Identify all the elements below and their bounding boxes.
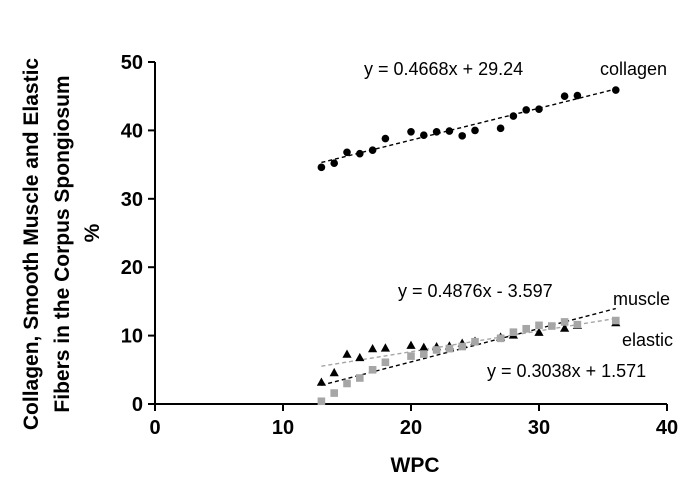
elastic-data-point	[445, 344, 454, 353]
collagen-data-point	[407, 127, 415, 136]
collagen-data-point	[471, 126, 479, 135]
collagen-data-point	[317, 163, 326, 172]
muscle-data-point	[406, 340, 416, 349]
collagen-data-point	[330, 159, 339, 168]
elastic-series-label: elastic	[622, 330, 673, 350]
collagen-data-point	[368, 146, 377, 155]
collagen-data-point	[612, 86, 620, 94]
points-layer	[316, 86, 621, 406]
muscle-data-point	[534, 327, 544, 336]
elastic-data-point	[317, 397, 326, 406]
collagen-data-point	[445, 127, 454, 135]
muscle-data-point	[316, 377, 326, 386]
x-tick-label: 0	[149, 417, 160, 439]
collagen-data-point	[496, 124, 505, 133]
axes-layer: 0 10 20 30 40 0 10 20 30 40 50	[121, 52, 678, 439]
muscle-equation-label: y = 0.4876x - 3.597	[398, 281, 553, 301]
elastic-data-point	[381, 358, 390, 367]
muscle-data-point	[380, 343, 390, 352]
collagen-fit-line	[321, 88, 616, 164]
muscle-data-point	[342, 349, 352, 358]
collagen-data-point	[458, 132, 467, 140]
elastic-data-point	[560, 318, 569, 326]
muscle-data-point	[419, 342, 429, 351]
x-tick-label: 20	[400, 417, 422, 439]
y-tick-label: 10	[121, 326, 143, 348]
collagen-data-point	[535, 105, 543, 113]
annotations-layer: y = 0.4668x + 29.24 collagen y = 0.4876x -…	[364, 59, 673, 381]
elastic-data-point	[573, 320, 582, 329]
muscle-data-point	[329, 367, 339, 377]
collagen-data-point	[522, 106, 530, 114]
x-tick-label: 30	[528, 417, 550, 439]
elastic-data-point	[522, 324, 530, 333]
collagen-data-point	[381, 134, 390, 143]
elastic-data-point	[343, 379, 351, 388]
elastic-data-point	[356, 374, 364, 382]
elastic-equation-label: y = 0.3038x + 1.571	[487, 361, 646, 381]
y-tick-label: 20	[121, 257, 143, 279]
elastic-data-point	[368, 366, 377, 374]
y-tick-label: 50	[121, 52, 143, 74]
muscle-series-label: muscle	[613, 289, 670, 309]
y-axis-title-line1: Collagen, Smooth Muscle and Elastic	[20, 58, 43, 431]
collagen-series-label: collagen	[600, 59, 667, 79]
x-axis-title: WPC	[391, 454, 440, 477]
elastic-data-point	[458, 342, 466, 351]
elastic-data-point	[407, 352, 415, 360]
x-tick-label: 40	[656, 417, 678, 439]
elastic-data-point	[612, 316, 620, 325]
collagen-equation-label: y = 0.4668x + 29.24	[364, 59, 523, 79]
collagen-data-point	[509, 112, 518, 120]
collagen-data-point	[356, 149, 364, 158]
elastic-data-point	[432, 346, 441, 354]
elastic-data-point	[509, 328, 518, 336]
x-tick-label: 10	[272, 417, 294, 439]
y-tick-label: 40	[121, 120, 143, 142]
elastic-data-point	[496, 334, 505, 343]
elastic-data-point	[420, 350, 428, 358]
muscle-data-point	[368, 343, 378, 353]
muscle-data-point	[560, 323, 570, 332]
collagen-data-point	[420, 131, 428, 139]
elastic-data-point	[548, 322, 556, 330]
y-tick-label: 0	[132, 394, 143, 416]
fit-lines-layer	[321, 88, 616, 386]
elastic-data-point	[471, 337, 479, 346]
y-axis-title-line3: %	[81, 223, 104, 242]
y-tick-label: 30	[121, 189, 143, 211]
y-axis-title-line2: Fibers in the Corpus Spongiosum	[51, 75, 74, 412]
elastic-data-point	[535, 321, 543, 330]
muscle-data-point	[355, 352, 365, 362]
axis-titles-layer: WPC Collagen, Smooth Muscle and Elastic …	[20, 58, 440, 477]
collagen-data-point	[560, 92, 569, 100]
collagen-data-point	[432, 127, 441, 136]
elastic-fit-line	[321, 317, 616, 367]
elastic-data-point	[330, 389, 338, 397]
collagen-data-point	[343, 148, 351, 157]
collagen-data-point	[573, 91, 582, 100]
